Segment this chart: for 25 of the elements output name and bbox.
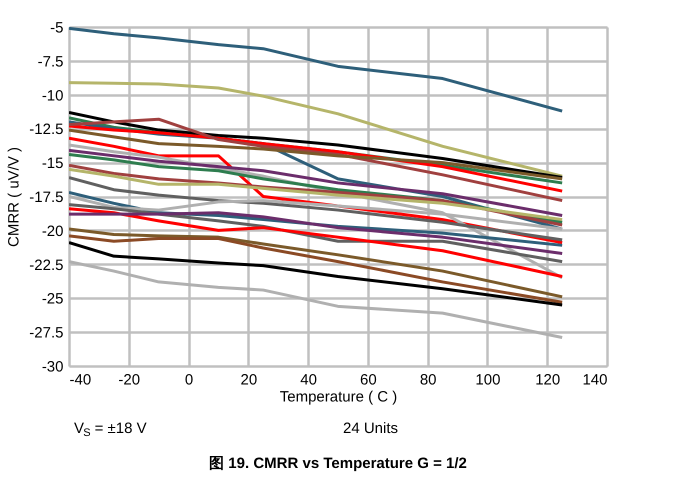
x-tick-label: 40 xyxy=(300,372,317,388)
y-tick-label: -30 xyxy=(42,358,64,376)
x-tick-label: 140 xyxy=(582,372,608,388)
y-tick-label: -17.5 xyxy=(29,189,64,206)
x-tick-label: 60 xyxy=(360,372,377,388)
x-tick-label: 20 xyxy=(240,372,258,388)
y-tick-label: -27.5 xyxy=(29,324,64,342)
y-tick-label: -12.5 xyxy=(29,121,64,138)
y-tick-label: -10 xyxy=(42,87,64,104)
x-tick-label: 0 xyxy=(184,372,194,388)
text: 24 Units xyxy=(343,420,398,437)
y-tick-label: -7.5 xyxy=(38,53,64,70)
y-tick-label: -20 xyxy=(42,222,64,240)
y-tick-label: -25 xyxy=(42,290,64,308)
y-tick-label: -22.5 xyxy=(29,256,64,274)
x-tick-label: -40 xyxy=(70,372,92,388)
x-tick-label: 120 xyxy=(535,372,560,388)
y-axis-title: CMRR ( uV/V ) xyxy=(5,146,22,248)
x-tick-label: 80 xyxy=(420,372,437,388)
x-axis-title: Temperature ( C ) xyxy=(280,388,398,406)
y-tick-label: -15 xyxy=(42,155,64,172)
x-tick-label: -20 xyxy=(118,372,140,388)
y-tick-label: -5 xyxy=(50,20,64,36)
x-tick-label: 100 xyxy=(475,372,500,388)
text: 图 19. CMRR vs Temperature G = 1/2 xyxy=(209,455,467,472)
